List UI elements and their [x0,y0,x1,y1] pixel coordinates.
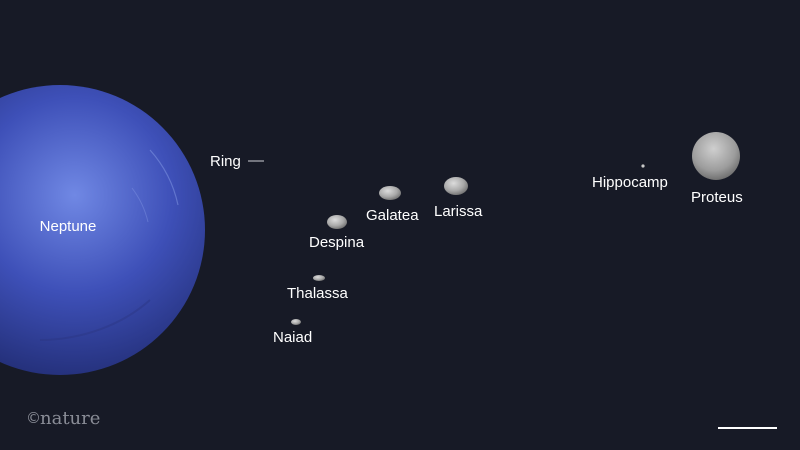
moon-thalassa: Thalassa [287,275,349,302]
galatea-label: Galatea [366,207,419,224]
moon-proteus: Proteus [691,132,743,206]
moon-galatea: Galatea [366,186,419,224]
neptune-planet: Neptune [0,85,205,375]
moon-naiad: Naiad [273,319,312,346]
nature-credit: © nature [26,408,100,429]
naiad-label: Naiad [273,329,312,346]
moon-despina: Despina [309,215,365,251]
nature-logo-text: nature [40,408,100,429]
thalassa-label: Thalassa [287,285,349,302]
moon-hippocamp: Hippocamp [592,164,668,191]
copyright-symbol: © [26,409,41,427]
ring-label: Ring [210,153,241,170]
moon-larissa: Larissa [434,177,483,220]
neptune-label: Neptune [40,218,97,235]
hippocamp-label: Hippocamp [592,174,668,191]
proteus-label: Proteus [691,189,743,206]
despina-label: Despina [309,234,365,251]
ring-callout: Ring [210,153,264,170]
larissa-label: Larissa [434,203,483,220]
